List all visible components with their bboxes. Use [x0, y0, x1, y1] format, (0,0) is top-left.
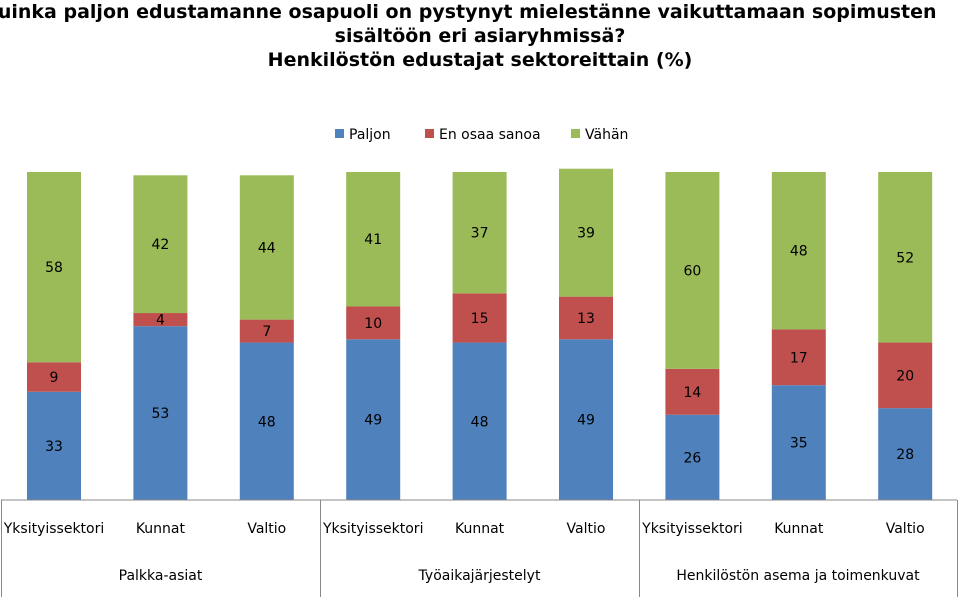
bar-segment-1-6: [665, 368, 720, 415]
data-label-2-4: 37: [471, 226, 489, 242]
data-label-0-1: 53: [151, 406, 169, 422]
x-tick-label-4: Kunnat: [455, 521, 505, 537]
data-label-1-3: 10: [364, 316, 382, 332]
x-tick-label-5: Valtio: [567, 521, 606, 537]
x-tick-label-2: Valtio: [247, 521, 286, 537]
legend-swatch-1: [425, 129, 434, 138]
bar-segment-0-7: [771, 385, 826, 500]
data-label-1-7: 17: [790, 350, 808, 366]
data-label-0-2: 48: [258, 414, 276, 430]
chart-title-line-1: Kuinka paljon edustamanne osapuoli on py…: [0, 1, 937, 23]
bar-segment-0-4: [452, 342, 507, 500]
group-label-0: Palkka-asiat: [119, 568, 203, 584]
data-label-1-1: 4: [156, 313, 165, 329]
data-label-2-0: 58: [45, 260, 63, 276]
data-label-2-6: 60: [683, 263, 701, 279]
bar-segment-2-3: [346, 172, 401, 307]
legend-swatch-0: [335, 129, 344, 138]
bar-segment-1-7: [771, 329, 826, 386]
data-label-2-3: 41: [364, 232, 382, 248]
legend-swatch-2: [571, 129, 580, 138]
data-label-2-2: 44: [258, 240, 276, 256]
legend-label-2: Vähän: [585, 127, 628, 143]
data-label-0-4: 48: [471, 414, 489, 430]
bar-segment-1-0: [27, 362, 81, 392]
data-label-1-2: 7: [262, 324, 271, 340]
legend-label-0: Paljon: [349, 127, 391, 143]
group-label-1: Työaikajärjestelyt: [418, 568, 541, 584]
data-label-1-8: 20: [896, 368, 914, 384]
bar-segment-0-2: [239, 342, 294, 500]
chart-subtitle: Henkilöstön edustajat sektoreittain (%): [267, 49, 693, 71]
data-label-2-1: 42: [151, 237, 169, 253]
bar-segment-0-6: [665, 414, 720, 500]
data-label-0-5: 49: [577, 413, 595, 429]
bar-segment-0-8: [878, 408, 933, 500]
x-tick-label-8: Valtio: [886, 521, 925, 537]
bar-segment-0-1: [133, 326, 188, 500]
bar-segment-2-1: [133, 175, 188, 314]
bar-segment-0-3: [346, 339, 401, 500]
group-label-2: Henkilöstön asema ja toimenkuvat: [676, 568, 920, 584]
bar-segment-0-5: [559, 339, 613, 500]
bar-segment-2-7: [771, 172, 826, 330]
bar-segment-2-0: [27, 172, 81, 363]
x-tick-label-1: Kunnat: [136, 521, 186, 537]
bar-segment-2-2: [239, 175, 294, 320]
bar-segment-1-4: [452, 293, 507, 343]
data-label-1-6: 14: [683, 385, 701, 401]
data-label-2-8: 52: [896, 250, 914, 266]
x-tick-label-0: Yksityissektori: [3, 521, 105, 537]
data-label-0-8: 28: [896, 447, 914, 463]
bar-segment-2-4: [452, 172, 507, 294]
x-tick-label-7: Kunnat: [774, 521, 824, 537]
bar-segment-1-3: [346, 306, 401, 340]
data-label-2-5: 39: [577, 226, 595, 242]
bar-segment-1-1: [133, 313, 188, 327]
bar-segment-1-8: [878, 342, 933, 409]
data-label-1-0: 9: [50, 370, 59, 386]
bar-segment-1-2: [239, 319, 294, 343]
bar-segment-2-8: [878, 172, 933, 343]
data-label-1-5: 13: [577, 311, 595, 327]
chart-title: Kuinka paljon edustamanne osapuoli on py…: [0, 0, 960, 72]
bar-segment-2-6: [665, 172, 720, 369]
bar-segment-0-0: [27, 391, 81, 500]
x-tick-label-3: Yksityissektori: [322, 521, 424, 537]
chart-title-line-2: sisältöön eri asiaryhmissä?: [334, 25, 626, 47]
x-tick-label-6: Yksityissektori: [641, 521, 743, 537]
data-label-0-0: 33: [45, 439, 63, 455]
bar-segment-2-5: [559, 168, 613, 297]
data-label-0-7: 35: [790, 436, 808, 452]
data-label-2-7: 48: [790, 244, 808, 260]
data-label-0-6: 26: [683, 450, 701, 466]
data-label-1-4: 15: [471, 311, 489, 327]
data-label-0-3: 49: [364, 413, 382, 429]
legend-label-1: En osaa sanoa: [439, 127, 541, 143]
bar-segment-1-5: [559, 296, 613, 340]
